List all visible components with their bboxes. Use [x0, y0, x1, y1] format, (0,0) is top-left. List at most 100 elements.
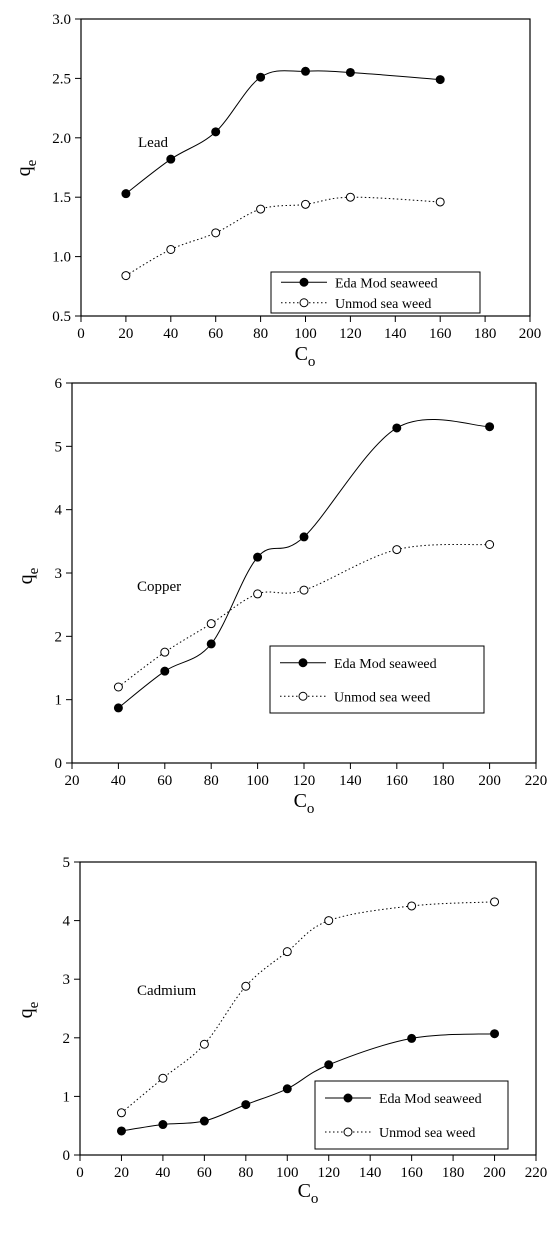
- legend-swatch-marker: [299, 298, 309, 308]
- x-tick-label: 60: [208, 326, 223, 342]
- x-tick-label: 220: [525, 1165, 548, 1181]
- series-line-1: [125, 196, 441, 277]
- chart-panel-b: 20 40 60 80 100 120 140 160 180 200 220 0 1 2 3 4 5 6 Co qe…: [15, 376, 547, 817]
- x-tick-label: 120: [339, 326, 362, 342]
- data-point: [392, 545, 402, 555]
- x-tick-label: 120: [317, 1165, 340, 1181]
- legend-swatch-marker: [343, 1127, 353, 1137]
- x-axis-title-subscript: o: [308, 354, 316, 370]
- x-tick-label: 0: [76, 1165, 84, 1181]
- chart-panel-a: 0 20 40 60 80 100 120 140 160 180 200 0.5 1.0 1.5 2.0 2…: [13, 12, 541, 370]
- x-tick-label: 20: [65, 773, 80, 789]
- data-point: [211, 127, 221, 137]
- data-point: [121, 271, 131, 281]
- y-tick-label: 1: [63, 1089, 71, 1105]
- x-tick-label: 120: [293, 773, 316, 789]
- y-tick-label: 4: [63, 914, 71, 930]
- data-point: [301, 66, 310, 76]
- y-axis-title-main: q: [15, 1008, 37, 1018]
- x-axis-title: Co: [298, 1180, 319, 1207]
- data-point: [211, 228, 221, 238]
- y-tick-label: 0: [63, 1148, 71, 1164]
- legend-swatch-marker: [298, 691, 308, 701]
- data-point: [324, 1060, 334, 1070]
- data-point: [253, 552, 263, 562]
- y-tick-label: 2: [63, 1031, 71, 1047]
- y-axis-title-subscript: e: [24, 159, 40, 166]
- y-tick-label: 6: [55, 376, 63, 392]
- x-tick-label: 20: [114, 1165, 129, 1181]
- legend-swatch-marker: [298, 658, 308, 668]
- data-point: [121, 189, 131, 199]
- data-point: [206, 639, 216, 649]
- x-tick-label: 60: [197, 1165, 212, 1181]
- data-point: [299, 532, 309, 542]
- legend-entry-label: Eda Mod seaweed: [379, 1092, 482, 1107]
- x-tick-label: 140: [359, 1165, 382, 1181]
- x-tick-label: 40: [163, 326, 178, 342]
- data-point: [324, 916, 334, 926]
- data-point: [253, 589, 263, 599]
- y-tick-label: 3: [55, 566, 63, 582]
- x-tick-label: 80: [238, 1165, 253, 1181]
- y-tick-label: 1.0: [52, 250, 71, 266]
- x-tick-label: 180: [442, 1165, 465, 1181]
- y-axis-title-main: q: [13, 166, 35, 176]
- legend-entry-label: Eda Mod seaweed: [335, 276, 438, 291]
- data-point: [158, 1073, 168, 1083]
- data-point: [158, 1120, 168, 1130]
- metal-annotation: Copper: [137, 579, 181, 595]
- x-tick-label: 200: [519, 326, 542, 342]
- data-point: [407, 1033, 417, 1043]
- legend: Eda Mod seaweed Unmod sea weed: [314, 1080, 509, 1150]
- x-axis-title: Co: [294, 790, 315, 817]
- data-point: [256, 72, 266, 82]
- y-tick-label: 2: [55, 629, 63, 645]
- series-line-1: [121, 901, 495, 1114]
- y-tick-label: 4: [55, 503, 63, 519]
- x-tick-label: 80: [204, 773, 219, 789]
- data-point: [160, 666, 170, 676]
- x-axis-title-subscript: o: [307, 801, 315, 817]
- x-tick-label: 100: [246, 773, 269, 789]
- data-point: [241, 1100, 251, 1110]
- y-tick-label: 1.5: [52, 190, 71, 206]
- legend-box: [269, 645, 485, 714]
- x-tick-label: 160: [386, 773, 409, 789]
- y-tick-label: 0: [55, 756, 63, 772]
- x-axis-title: Co: [295, 343, 316, 370]
- data-point: [407, 901, 417, 911]
- y-tick-label: 1: [55, 693, 63, 709]
- x-tick-label: 40: [111, 773, 126, 789]
- x-tick-label: 80: [253, 326, 268, 342]
- data-point: [485, 540, 495, 549]
- x-tick-label: 140: [339, 773, 362, 789]
- y-axis-title-subscript: e: [26, 1001, 42, 1008]
- y-tick-label: 3.0: [52, 12, 71, 28]
- data-point: [490, 1029, 500, 1039]
- legend-box: [314, 1080, 509, 1150]
- chart-panel-c: 0 20 40 60 80 100 120 140 160 180 200 220 0 1 2 3 4 5 Co qe…: [15, 855, 547, 1207]
- data-point: [435, 197, 445, 207]
- x-tick-label: 180: [432, 773, 455, 789]
- legend-entry-label: Unmod sea weed: [335, 297, 431, 312]
- x-tick-label: 60: [157, 773, 172, 789]
- y-tick-label: 2.5: [52, 71, 71, 87]
- data-point: [435, 75, 445, 85]
- data-point: [392, 423, 402, 433]
- metal-annotation: Cadmium: [137, 983, 196, 999]
- x-tick-label: 180: [474, 326, 497, 342]
- y-tick-label: 5: [63, 855, 71, 871]
- y-tick-label: 3: [63, 972, 71, 988]
- data-point: [485, 422, 495, 432]
- data-point: [113, 703, 123, 713]
- y-tick-label: 0.5: [52, 309, 71, 325]
- legend: Eda Mod seaweed Unmod sea weed: [269, 645, 485, 714]
- x-tick-label: 220: [525, 773, 548, 789]
- x-tick-label: 140: [384, 326, 407, 342]
- data-point: [199, 1116, 209, 1126]
- data-point: [166, 154, 176, 164]
- metal-annotation: Lead: [138, 135, 168, 151]
- series-line-0: [125, 70, 441, 195]
